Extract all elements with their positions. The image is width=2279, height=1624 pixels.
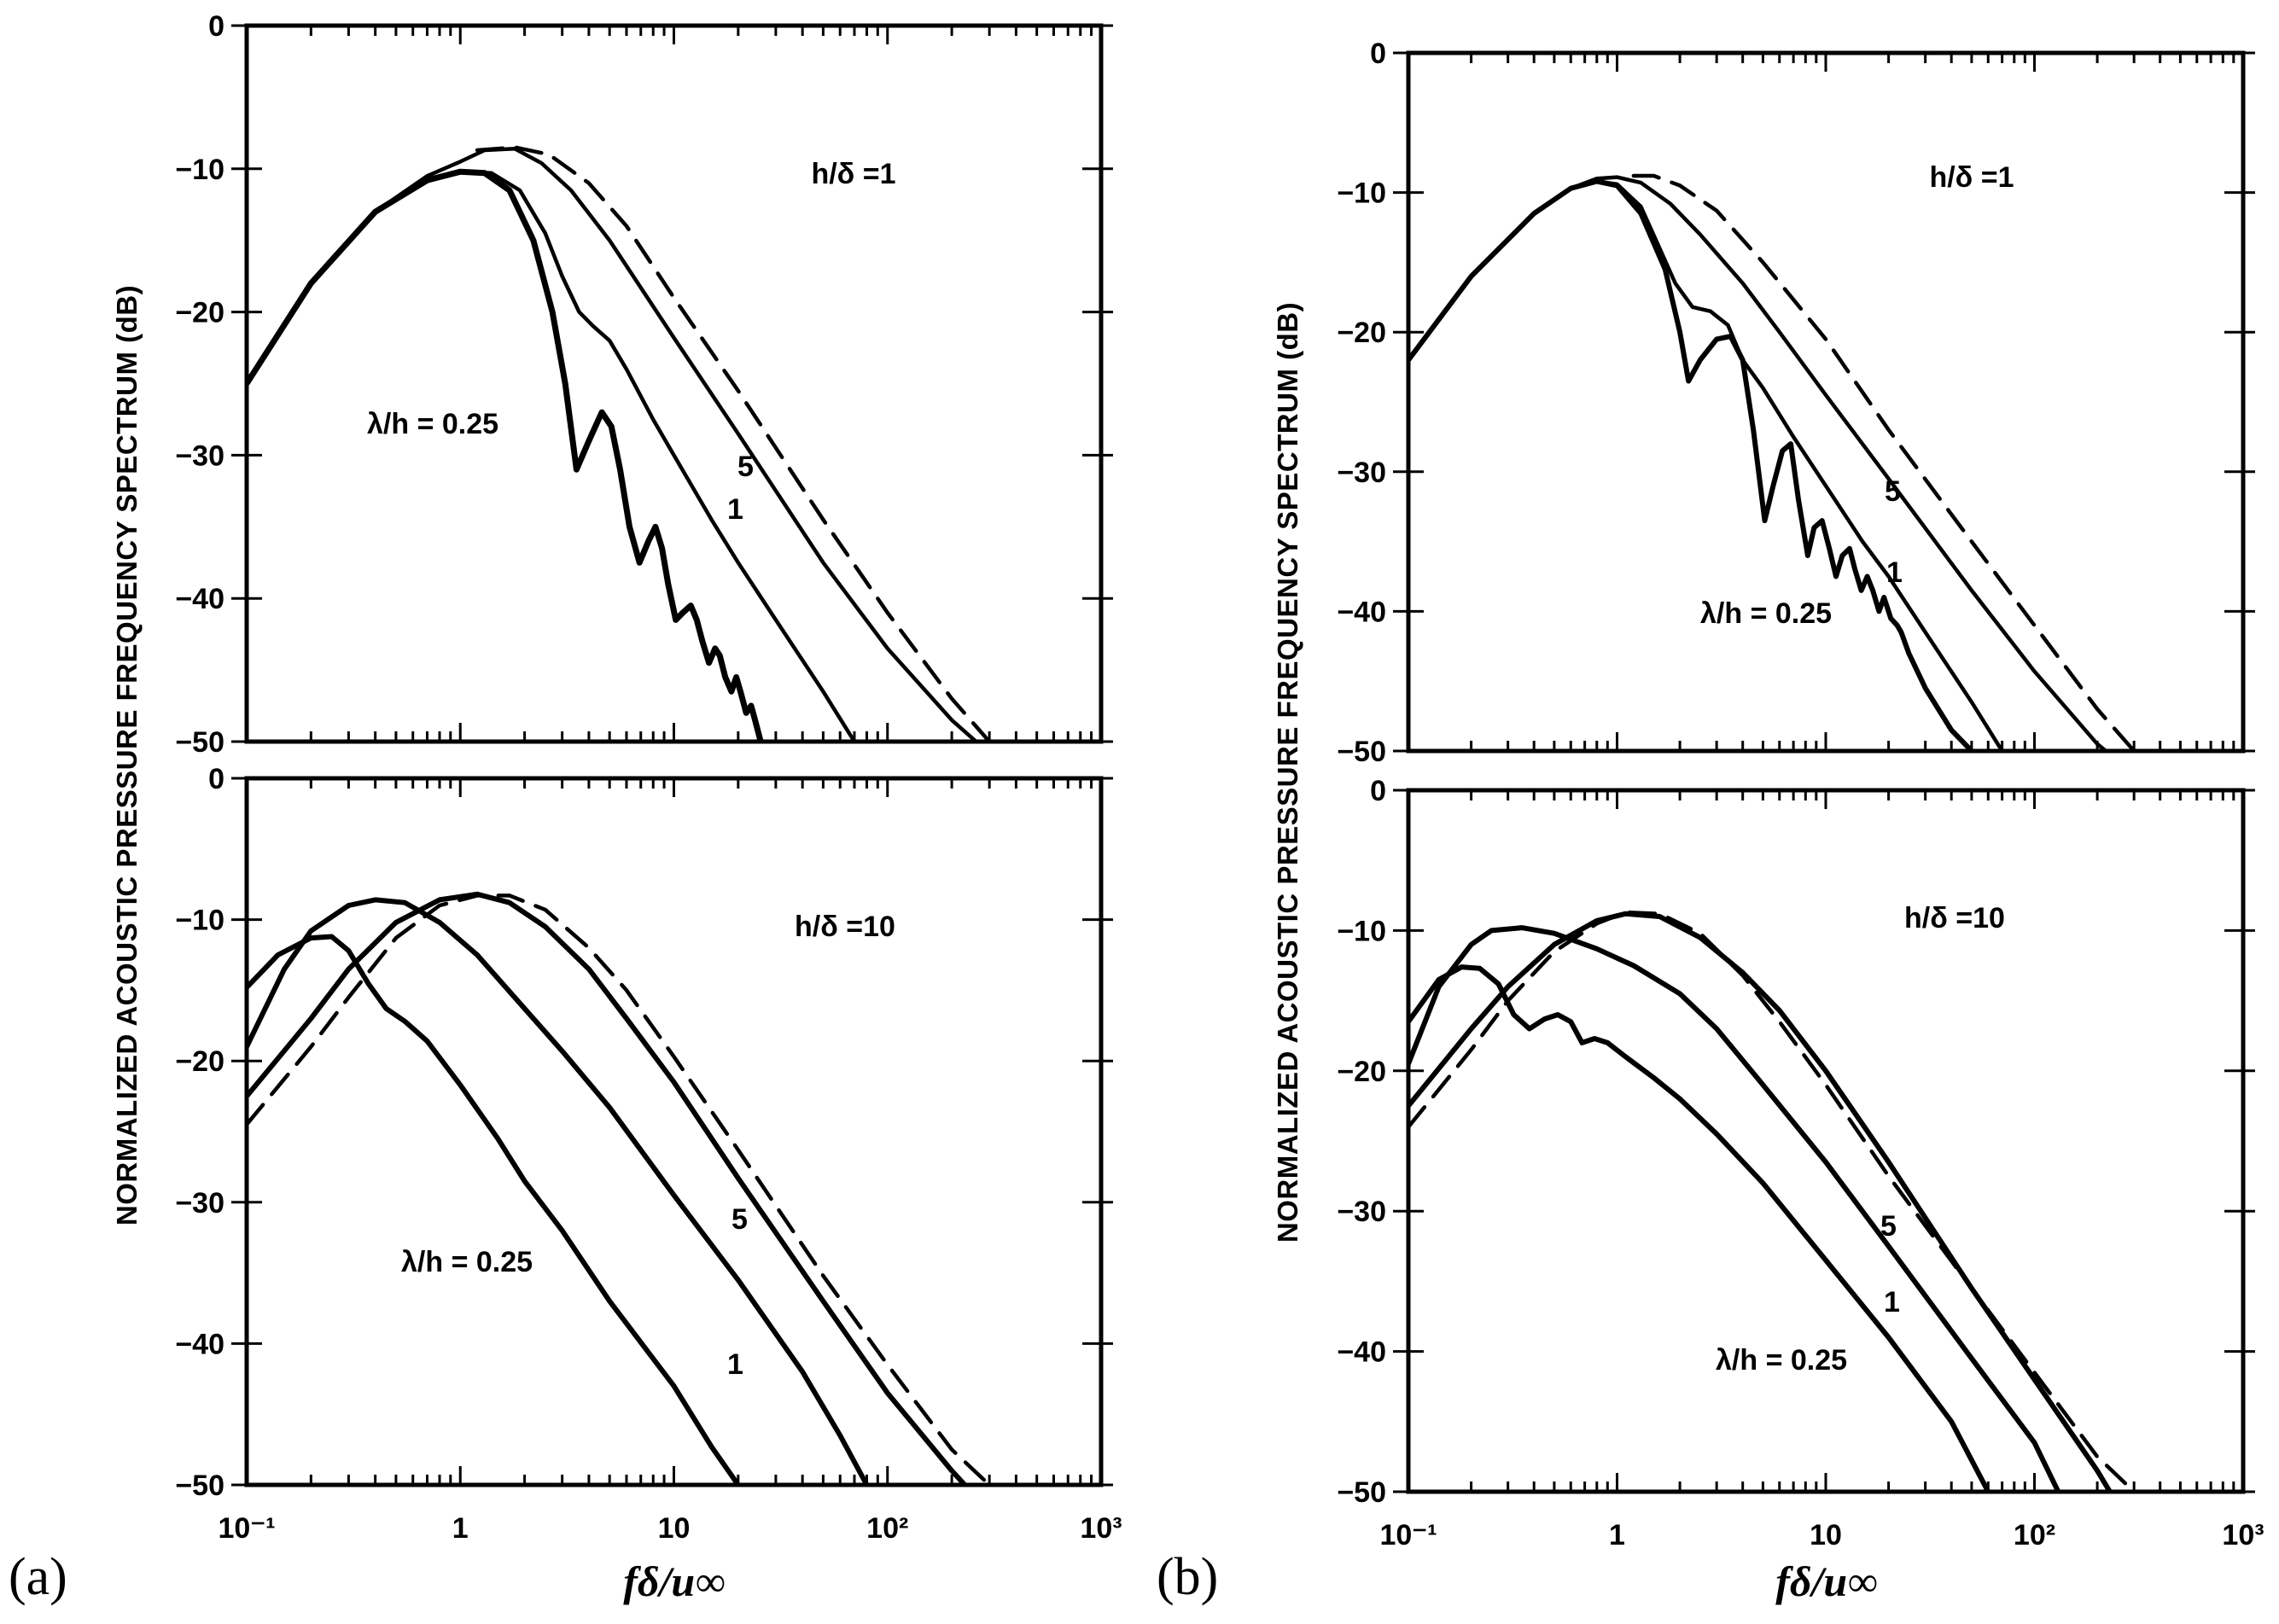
curve-label-1: 1 <box>1884 1286 1900 1318</box>
y-tick-label: −40 <box>175 1328 224 1360</box>
y-tick-label: −50 <box>175 1470 224 1502</box>
series-dashed-line <box>1631 173 2136 751</box>
y-tick-label: 0 <box>1370 775 1386 807</box>
y-tick-label: −10 <box>1337 915 1386 947</box>
y-tick-label: −20 <box>1337 1056 1386 1088</box>
curve-label-lambda: λ/h = 0.25 <box>1716 1344 1847 1377</box>
y-tick-label: −40 <box>175 583 224 615</box>
y-axis-label: NORMALIZED ACOUSTIC PRESSURE FREQUENCY S… <box>111 285 143 1225</box>
panel-a-labels: NORMALIZED ACOUSTIC PRESSURE FREQUENCY S… <box>9 285 726 1606</box>
curve-label-5: 5 <box>731 1203 748 1236</box>
panel-annotation: h/δ =1 <box>811 158 895 190</box>
x-axis-label: fδ/u∞ <box>623 1557 726 1605</box>
series-1-line <box>247 169 857 742</box>
panel-b-labels: NORMALIZED ACOUSTIC PRESSURE FREQUENCY S… <box>1157 302 1878 1606</box>
series-dashed-line <box>1408 910 2136 1492</box>
y-tick-label: −40 <box>1337 1336 1386 1369</box>
y-tick-label: −20 <box>175 297 224 329</box>
y-tick-label: −30 <box>175 1187 224 1219</box>
curve-label-1: 1 <box>727 1348 743 1381</box>
y-tick-label: 0 <box>208 10 224 43</box>
y-tick-label: −10 <box>175 154 224 186</box>
curve-label-lambda: λ/h = 0.25 <box>367 408 498 440</box>
curve-label-lambda: λ/h = 0.25 <box>1700 597 1832 630</box>
y-tick-label: −30 <box>1337 1196 1386 1228</box>
series-dashed-line <box>475 145 992 742</box>
x-axis-label: fδ/u∞ <box>1775 1557 1878 1605</box>
series-1-line <box>247 897 870 1485</box>
series-dashed-line <box>247 893 992 1485</box>
curve-label-1: 1 <box>727 493 743 526</box>
series-1-line <box>1408 925 2061 1492</box>
y-tick-label: −40 <box>1337 596 1386 628</box>
y-tick-label: −20 <box>175 1045 224 1078</box>
x-tick-label: 1 <box>452 1512 469 1545</box>
y-tick-label: −30 <box>175 439 224 472</box>
x-tick-label: 10⁻¹ <box>218 1512 275 1545</box>
chart-b-top: 0 −10 −20 −30 −40 −50 h/δ =1 λ/h = 0.25 5 1 <box>1337 38 2255 768</box>
panel-annotation: h/δ =10 <box>795 911 895 943</box>
series-5-line <box>247 891 968 1485</box>
series--h-0-25-line <box>247 168 764 742</box>
series--h-0-25-line <box>1408 178 1974 751</box>
curve-label-5: 5 <box>1880 1210 1897 1243</box>
x-tick-label: 10 <box>658 1512 691 1545</box>
x-tick-label: 10² <box>2014 1519 2055 1551</box>
curve-label-5: 5 <box>737 451 754 483</box>
y-tick-label: −30 <box>1337 457 1386 489</box>
curve-label-1: 1 <box>1886 556 1903 589</box>
y-tick-label: −10 <box>175 905 224 937</box>
curve-label-5: 5 <box>1885 475 1901 508</box>
x-tick-label: 10⁻¹ <box>1379 1519 1437 1551</box>
y-tick-label: 0 <box>208 763 224 795</box>
y-axis-label: NORMALIZED ACOUSTIC PRESSURE FREQUENCY S… <box>1272 302 1303 1243</box>
panel-annotation: h/δ =1 <box>1929 161 2014 194</box>
plot-frame <box>244 776 1104 1487</box>
series-5-line <box>1408 175 2108 751</box>
plot-frame <box>1406 788 2246 1494</box>
chart-a-top: 0 −10 −20 −30 −40 −50 h/δ =1 λ/h = 0.25 5 1 <box>175 10 1113 759</box>
y-tick-label: −10 <box>1337 178 1386 210</box>
y-tick-label: −20 <box>1337 317 1386 349</box>
x-tick-label: 10 <box>1810 1519 1842 1551</box>
panel-label: (a) <box>9 1548 67 1606</box>
panel-label: (b) <box>1157 1548 1218 1606</box>
y-tick-label: 0 <box>1370 38 1386 70</box>
chart-a-bottom: 0 −10 −20 −30 −40 −50 10⁻¹ 1 10 10² 10³ h/δ =10 λ/h … <box>175 763 1122 1545</box>
series-5-line <box>247 147 978 742</box>
x-tick-label: 10³ <box>2222 1519 2264 1551</box>
curve-label-lambda: λ/h = 0.25 <box>401 1246 533 1278</box>
chart-b-bottom: 0 −10 −20 −30 −40 −50 10⁻¹ 1 10 10² 10³ h/δ =10 λ/h … <box>1337 775 2264 1551</box>
x-tick-label: 10³ <box>1080 1512 1122 1545</box>
plot-frame <box>1406 50 2246 754</box>
y-tick-label: −50 <box>1337 736 1386 768</box>
series--h-0-25-line <box>1408 964 1991 1492</box>
panel-annotation: h/δ =10 <box>1904 902 2005 934</box>
x-tick-label: 1 <box>1609 1519 1625 1551</box>
y-tick-label: −50 <box>1337 1476 1386 1509</box>
x-tick-label: 10² <box>866 1512 908 1545</box>
y-tick-label: −50 <box>175 726 224 759</box>
series--h-0-25-line <box>247 934 741 1485</box>
plot-frame <box>244 23 1104 744</box>
